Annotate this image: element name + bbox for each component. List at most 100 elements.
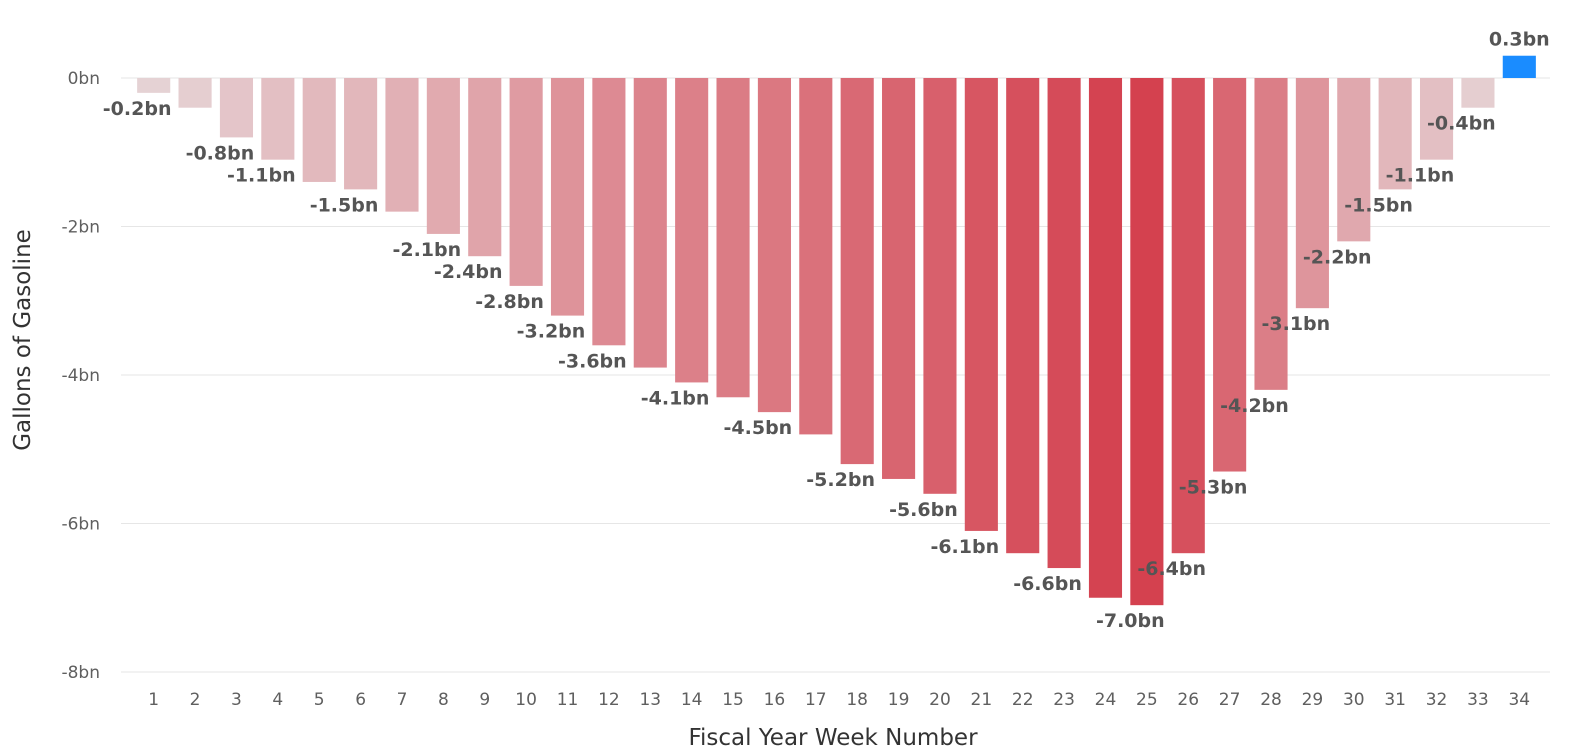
data-label: -6.4bn (1137, 558, 1206, 580)
x-tick-label: 3 (231, 690, 242, 710)
x-tick-label: 31 (1384, 690, 1406, 710)
x-tick-label: 6 (355, 690, 366, 710)
x-tick-label: 21 (971, 690, 993, 710)
x-tick-label: 8 (438, 690, 449, 710)
bar[interactable] (137, 78, 171, 93)
x-tick-label: 20 (929, 690, 951, 710)
data-label: 0.3bn (1489, 29, 1550, 51)
data-label: -1.5bn (1344, 194, 1413, 216)
data-labels: -0.2bn-0.8bn-1.1bn-1.5bn-2.1bn-2.4bn-2.8… (103, 29, 1550, 632)
y-tick-label: -4bn (61, 366, 100, 386)
x-tick-label: 17 (805, 690, 827, 710)
bar[interactable] (1171, 78, 1205, 554)
x-tick-label: 28 (1260, 690, 1282, 710)
x-tick-label: 15 (722, 690, 744, 710)
bar[interactable] (219, 78, 254, 138)
bar[interactable] (757, 78, 791, 413)
bar[interactable] (1337, 78, 1371, 242)
x-tick-label: 23 (1053, 690, 1075, 710)
bar[interactable] (1461, 78, 1495, 108)
y-tick-label: -8bn (61, 663, 100, 683)
data-label: -0.4bn (1427, 113, 1496, 135)
x-tick-label: 4 (272, 690, 283, 710)
data-label: -1.5bn (310, 194, 379, 216)
x-tick-label: 34 (1508, 690, 1530, 710)
x-axis: 1 2 3 4 5 6 7 8 9 10 11 12 13 14 15 16 17 18 19 20 21 22 23 24 2… (148, 690, 1530, 710)
bar[interactable] (1378, 78, 1412, 190)
y-axis-title: Gallons of Gasoline (10, 229, 36, 451)
x-axis-title: Fiscal Year Week Number (688, 725, 978, 751)
x-tick-label: 26 (1177, 690, 1199, 710)
x-tick-label: 22 (1012, 690, 1034, 710)
data-label: -1.1bn (227, 165, 296, 187)
bar[interactable] (1254, 78, 1288, 390)
bar[interactable] (716, 78, 750, 398)
data-label: -6.1bn (930, 536, 999, 558)
bar[interactable] (633, 78, 667, 368)
y-tick-label: -2bn (61, 218, 100, 238)
bar[interactable] (509, 78, 543, 286)
bar[interactable] (385, 78, 419, 212)
bar[interactable] (1088, 78, 1123, 598)
data-label: -1.1bn (1386, 165, 1455, 187)
data-label: -3.1bn (1262, 313, 1331, 335)
x-tick-label: 16 (764, 690, 786, 710)
x-tick-label: 19 (888, 690, 910, 710)
data-label: -3.2bn (517, 321, 586, 343)
data-label: -0.8bn (186, 142, 255, 164)
data-label: -2.1bn (392, 239, 461, 261)
bar[interactable] (344, 78, 378, 190)
data-label: -2.8bn (475, 291, 544, 313)
bar[interactable] (592, 78, 626, 346)
data-label: -4.1bn (641, 387, 710, 409)
bar[interactable] (1213, 78, 1247, 472)
x-tick-label: 12 (598, 690, 620, 710)
data-label: -5.6bn (889, 499, 958, 521)
x-tick-label: 32 (1426, 690, 1448, 710)
bar[interactable] (882, 78, 916, 479)
bar[interactable] (1419, 78, 1454, 160)
x-tick-label: 10 (515, 690, 537, 710)
x-tick-label: 27 (1219, 690, 1241, 710)
bar[interactable] (550, 78, 585, 316)
y-tick-label: -6bn (61, 515, 100, 535)
data-label: -7.0bn (1096, 610, 1165, 632)
data-label: -4.5bn (724, 417, 793, 439)
data-label: -5.3bn (1179, 477, 1248, 499)
x-tick-label: 25 (1136, 690, 1158, 710)
bar[interactable] (1047, 78, 1081, 569)
x-tick-label: 30 (1343, 690, 1365, 710)
bar[interactable] (261, 78, 295, 160)
bar[interactable] (964, 78, 998, 531)
bar[interactable] (426, 78, 460, 234)
bar[interactable] (178, 78, 212, 108)
y-tick-label: 0bn (68, 69, 100, 89)
bar[interactable] (1006, 78, 1040, 554)
x-tick-label: 18 (846, 690, 868, 710)
bar[interactable] (1295, 78, 1329, 309)
x-tick-label: 13 (639, 690, 661, 710)
bar[interactable] (302, 78, 336, 182)
bar[interactable] (840, 78, 874, 465)
data-label: -5.2bn (806, 469, 875, 491)
data-label: -2.4bn (434, 261, 503, 283)
data-label: -0.2bn (103, 98, 172, 120)
x-tick-label: 7 (397, 690, 408, 710)
data-label: -6.6bn (1013, 573, 1082, 595)
x-tick-label: 29 (1302, 690, 1324, 710)
y-axis: 0bn -2bn -4bn -6bn -8bn (61, 69, 100, 683)
x-tick-label: 9 (479, 690, 490, 710)
bar[interactable] (1130, 78, 1164, 606)
bar[interactable] (923, 78, 957, 494)
data-label: -2.2bn (1303, 246, 1372, 268)
x-tick-label: 24 (1095, 690, 1117, 710)
bars (137, 55, 1536, 606)
x-tick-label: 5 (314, 690, 325, 710)
bar[interactable] (468, 78, 502, 257)
data-label: -4.2bn (1220, 395, 1289, 417)
bar[interactable] (1502, 55, 1536, 78)
bar[interactable] (799, 78, 833, 435)
bar[interactable] (675, 78, 709, 383)
data-label: -3.6bn (558, 350, 627, 372)
